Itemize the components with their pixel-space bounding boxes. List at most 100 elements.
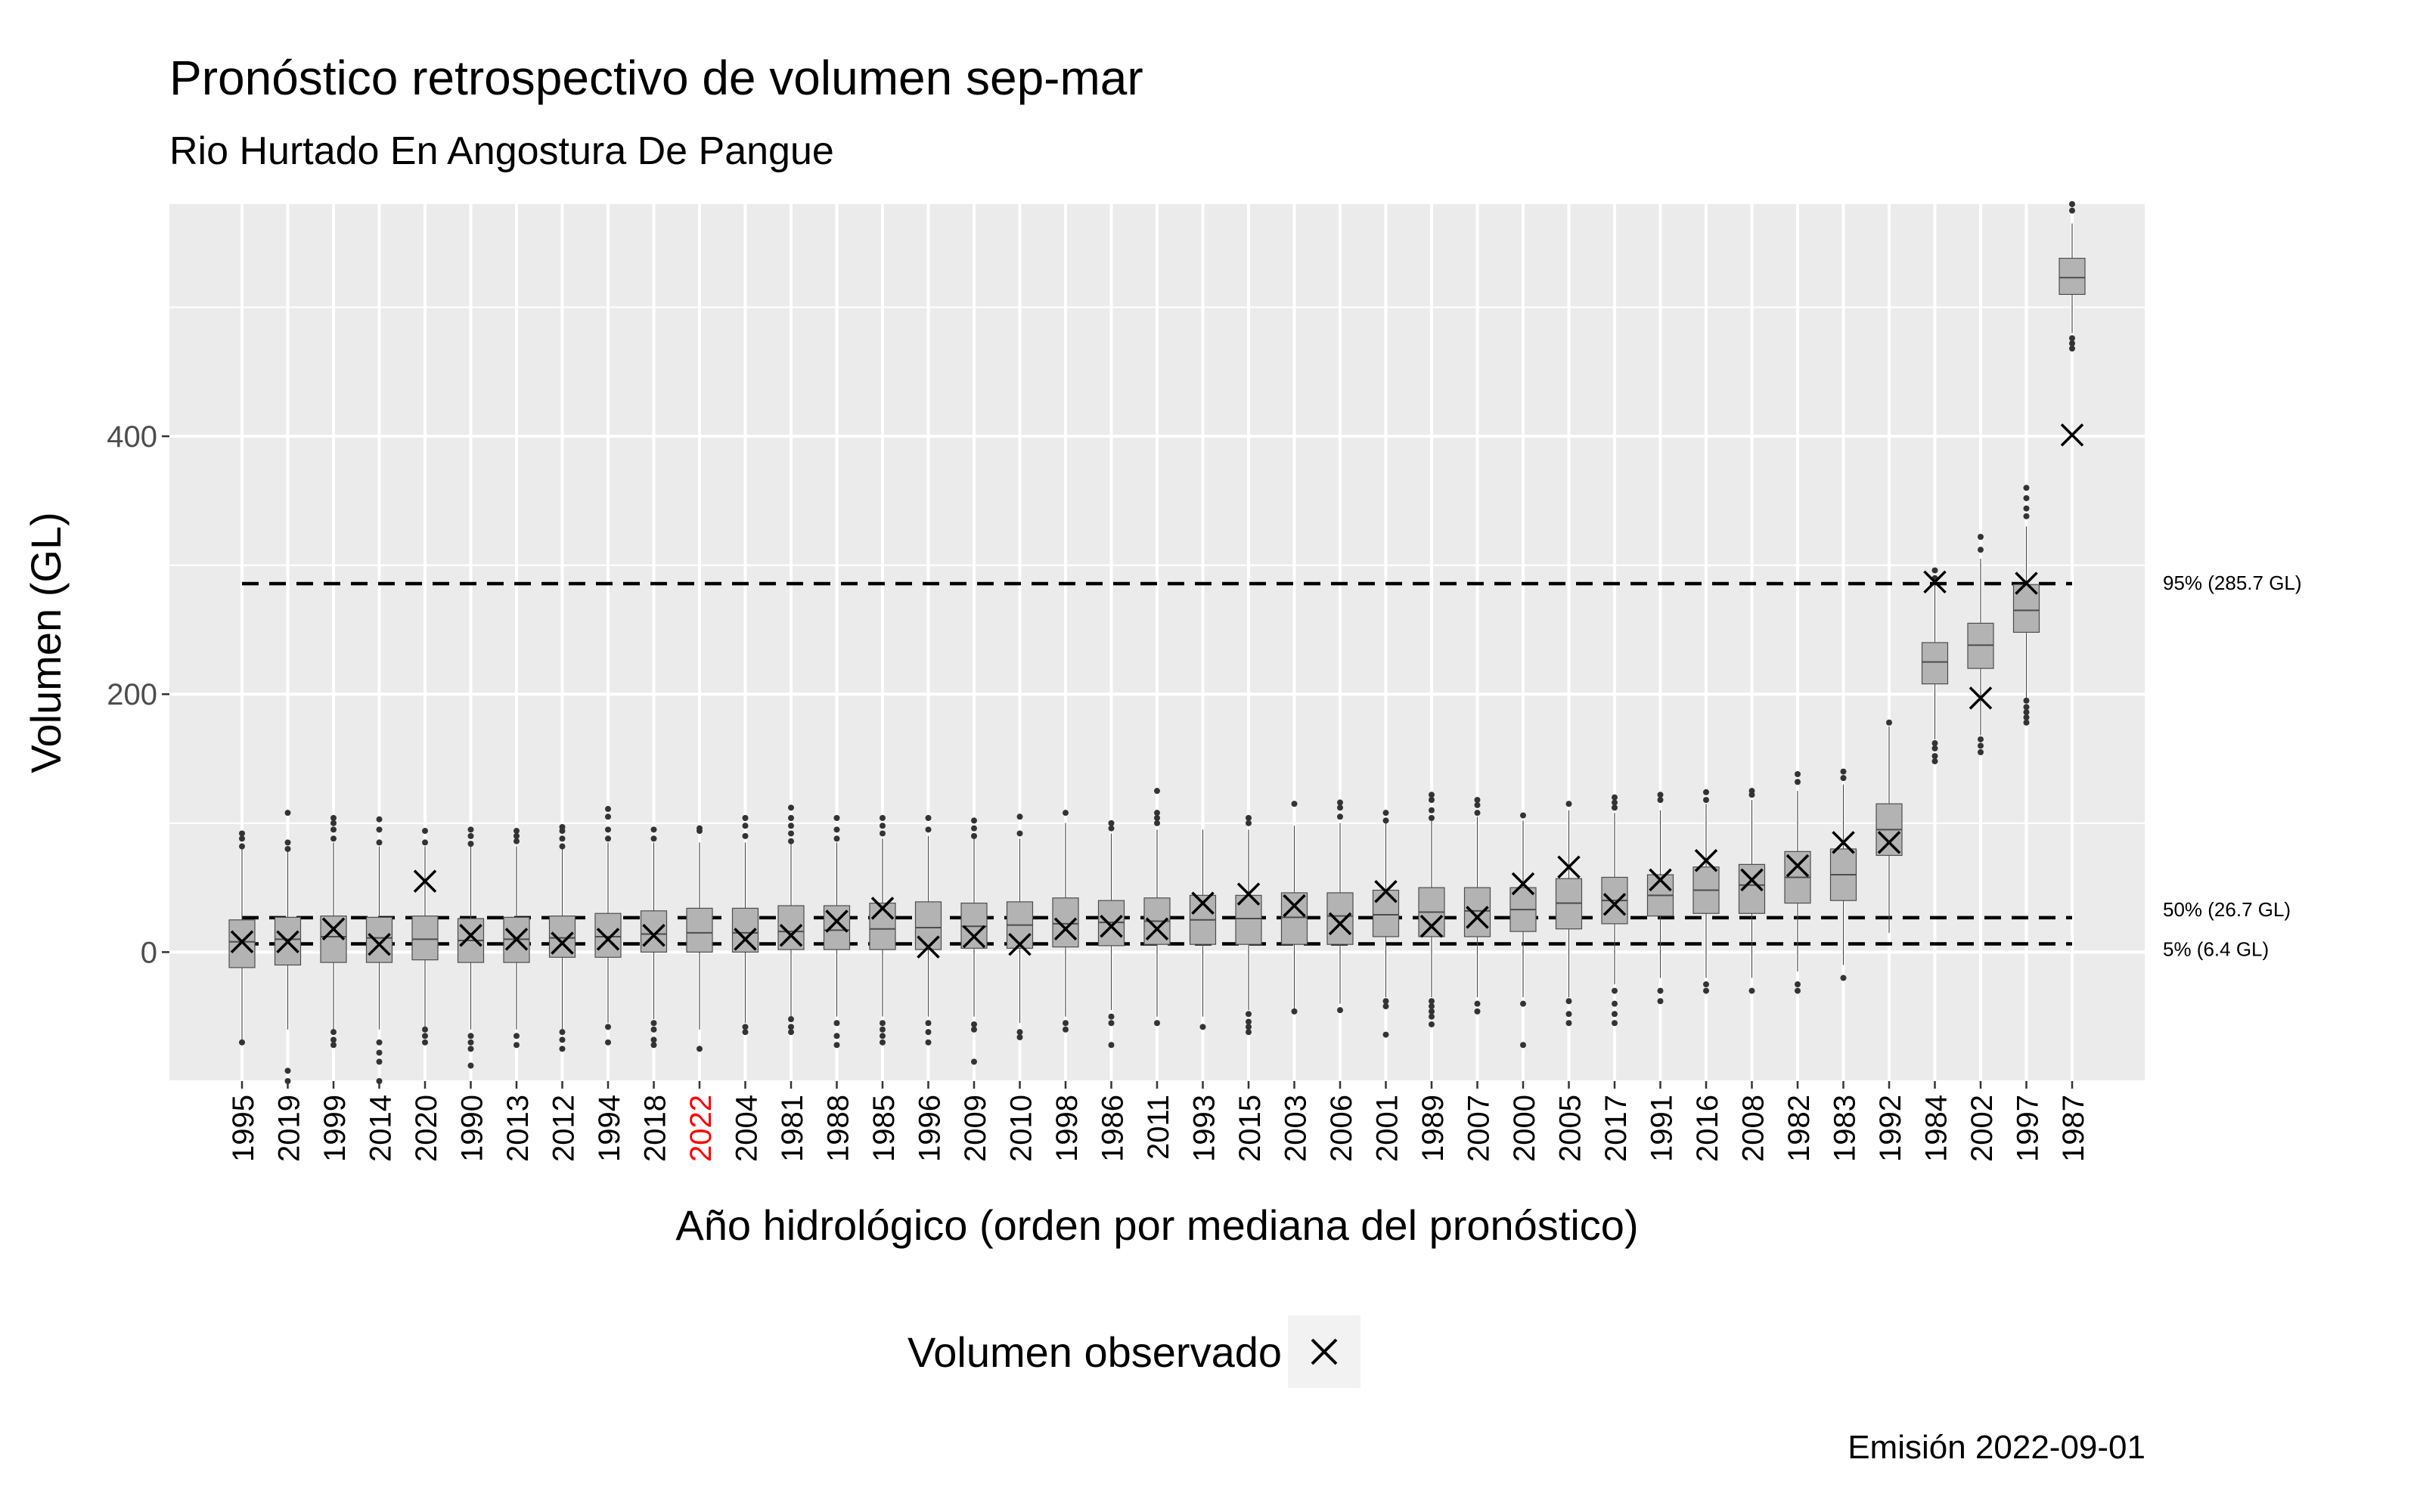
outlier-point [788, 838, 794, 844]
outlier-point [971, 1058, 977, 1065]
x-tick-label: 2011 [1142, 1095, 1175, 1160]
outlier-point [1154, 815, 1160, 821]
outlier-point [1612, 1000, 1618, 1007]
outlier-point [467, 826, 474, 833]
box-body [914, 901, 942, 950]
x-tick-label: 2000 [1508, 1095, 1541, 1162]
outlier-point [1337, 804, 1343, 811]
outlier-point [1429, 1008, 1435, 1015]
outlier-point [1063, 1020, 1069, 1027]
x-tick-label: 2010 [1005, 1095, 1038, 1162]
outlier-point [376, 1049, 383, 1056]
outlier-point [513, 828, 520, 835]
outlier-point [559, 835, 566, 842]
box-body [1463, 887, 1491, 937]
outlier-point [2069, 345, 2075, 352]
outlier-point [1474, 1000, 1481, 1007]
box [731, 815, 759, 1036]
outlier-point [1108, 825, 1115, 832]
x-tick-label: 1993 [1188, 1095, 1221, 1162]
outlier-point [467, 1062, 474, 1069]
outlier-point [1154, 1020, 1160, 1027]
x-tick-label: 2015 [1233, 1095, 1267, 1162]
box [1601, 794, 1628, 1027]
box-body [1372, 889, 1400, 937]
x-tick-label: 2022 [684, 1095, 718, 1162]
box [686, 825, 713, 1052]
outlier-point [376, 1039, 383, 1046]
outlier-point [925, 1020, 932, 1027]
box [1967, 534, 1994, 755]
x-tick-label: 1988 [822, 1095, 855, 1162]
outlier-point [742, 823, 749, 829]
observed-marker [1923, 570, 1947, 594]
outlier-point [422, 1026, 428, 1033]
observed-marker [1328, 912, 1352, 936]
observed-marker [870, 897, 895, 920]
outlier-point [1931, 745, 1938, 751]
outlier-point [1016, 1034, 1023, 1040]
observed-marker [1786, 854, 1810, 878]
box [594, 806, 622, 1046]
outlier-point [422, 1033, 428, 1040]
observed-marker [1236, 882, 1261, 906]
outlier-point [1429, 815, 1435, 821]
outlier-point [880, 1039, 886, 1046]
x-tick-label: 2014 [365, 1095, 398, 1162]
outlier-point [1657, 998, 1664, 1005]
box-body [228, 919, 256, 968]
box-body [411, 916, 439, 961]
box [1876, 719, 1903, 933]
outlier-point [1703, 797, 1709, 804]
outlier-point [330, 1029, 337, 1036]
x-tick-label: 1989 [1416, 1095, 1450, 1162]
outlier-point [1703, 981, 1709, 988]
outlier-point [1429, 1021, 1435, 1027]
outlier-point [1703, 789, 1709, 795]
x-tick-label: 2020 [410, 1095, 443, 1162]
outlier-point [971, 817, 977, 824]
outlier-point [880, 1033, 886, 1040]
observed-marker [596, 928, 620, 951]
box [1097, 820, 1125, 1049]
outlier-point [1978, 547, 1984, 553]
reference-line-label: 95% (285.7 GL) [2163, 572, 2302, 594]
outlier-point [1154, 810, 1160, 816]
observed-marker [962, 925, 986, 949]
outlier-point [1612, 1020, 1618, 1027]
y-axis-label: Volumen (GL) [22, 512, 70, 773]
outlier-point [1474, 801, 1481, 808]
box [503, 828, 530, 1049]
legend-key [1288, 1315, 1361, 1388]
outlier-point [1016, 830, 1023, 837]
outlier-point [925, 1039, 932, 1046]
outlier-point [1931, 758, 1938, 764]
reference-line-label: 50% (26.7 GL) [2163, 898, 2291, 921]
box-body [2059, 258, 2086, 296]
x-tick-label: 1984 [1920, 1095, 1953, 1162]
outlier-point [1840, 768, 1847, 775]
outlier-point [788, 823, 794, 829]
x-tick-label: 1985 [867, 1095, 901, 1162]
outlier-point [1429, 797, 1435, 804]
outlier-point [239, 835, 245, 842]
outlier-point [1246, 1018, 1252, 1025]
outlier-point [513, 832, 520, 839]
outlier-point [559, 823, 566, 830]
outlier-point [605, 813, 611, 820]
outlier-point [1474, 1008, 1481, 1015]
outlier-point [1565, 1011, 1572, 1018]
outlier-point [1429, 1003, 1435, 1010]
x-tick-label: 1999 [318, 1095, 352, 1162]
outlier-point [788, 804, 794, 811]
outlier-point [1429, 998, 1435, 1005]
outlier-point [559, 1046, 566, 1052]
outlier-point [1108, 820, 1115, 826]
x-tick-label: 1990 [456, 1095, 489, 1162]
x-tick-label: 2006 [1325, 1095, 1358, 1162]
observed-marker [1602, 893, 1627, 916]
observed-marker [825, 909, 849, 933]
outlier-point [2023, 505, 2030, 512]
outlier-point [239, 843, 245, 850]
box [1829, 768, 1857, 981]
